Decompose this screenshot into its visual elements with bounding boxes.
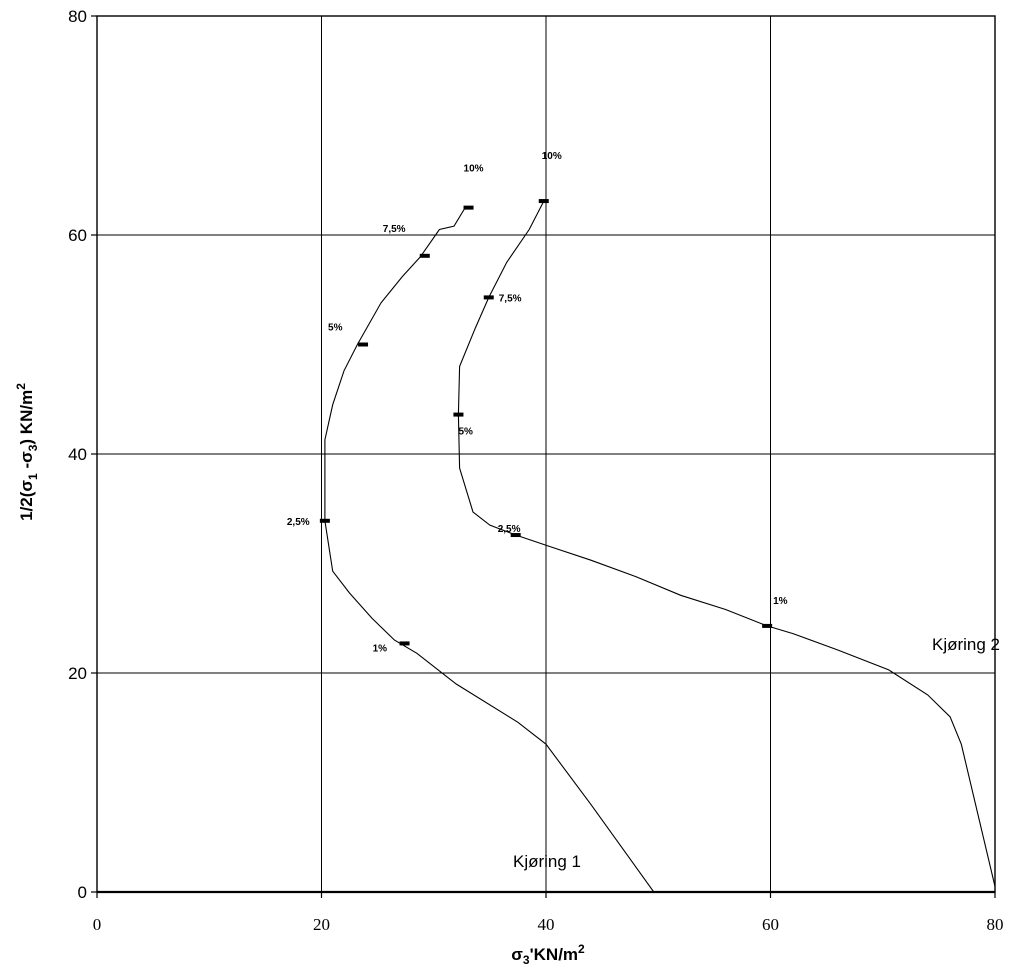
strain-label: 10% (464, 164, 484, 175)
strain-label: 7,5% (499, 293, 522, 304)
strain-marker (483, 295, 494, 300)
y-tick-label: 20 (68, 664, 87, 683)
strain-marker (762, 623, 773, 628)
strain-marker (453, 412, 464, 417)
y-tick-label: 40 (68, 445, 87, 464)
strain-label: 7,5% (383, 224, 406, 235)
strain-marker (319, 518, 330, 523)
series-label-2: Kjøring 2 (932, 635, 1000, 654)
x-tick-label: 0 (93, 915, 102, 934)
axes: 0 20 40 60 80 0 20 40 60 80 (68, 7, 1003, 934)
strain-marker (463, 205, 474, 210)
x-tick-label: 60 (762, 915, 779, 934)
strain-marker (538, 199, 549, 204)
y-tick-label: 60 (68, 226, 87, 245)
x-axis-label: σ3'KN/m2 (511, 942, 585, 967)
strain-marker (399, 641, 410, 646)
strain-label: 2,5% (498, 524, 521, 535)
y-axis-label: 1/2(σ1 -σ3) KN/m2 (14, 383, 40, 521)
y-tick-label: 0 (78, 883, 87, 902)
strain-marker (358, 342, 369, 347)
grid (97, 16, 995, 892)
series-label-1: Kjøring 1 (513, 852, 581, 871)
strain-marker (510, 533, 521, 538)
strain-label: 1% (373, 643, 388, 654)
series-line-1 (324, 207, 655, 893)
strain-label: 1% (773, 596, 788, 607)
strain-marker (419, 253, 430, 258)
x-tick-label: 40 (538, 915, 555, 934)
y-tick-label: 80 (68, 7, 87, 26)
strain-label: 5% (328, 323, 343, 334)
annotations: 1% 2,5% 5% 7,5% 10% Kjøring 1 1% 2,5% 5% 7,5% 10% K… (287, 151, 1000, 871)
markers (319, 199, 773, 646)
x-tick-label: 80 (987, 915, 1004, 934)
strain-label: 10% (542, 151, 562, 162)
x-tick-label: 20 (313, 915, 330, 934)
strain-label: 2,5% (287, 517, 310, 528)
series (324, 200, 996, 893)
series-line-2 (457, 200, 996, 887)
strain-label: 5% (458, 427, 473, 438)
